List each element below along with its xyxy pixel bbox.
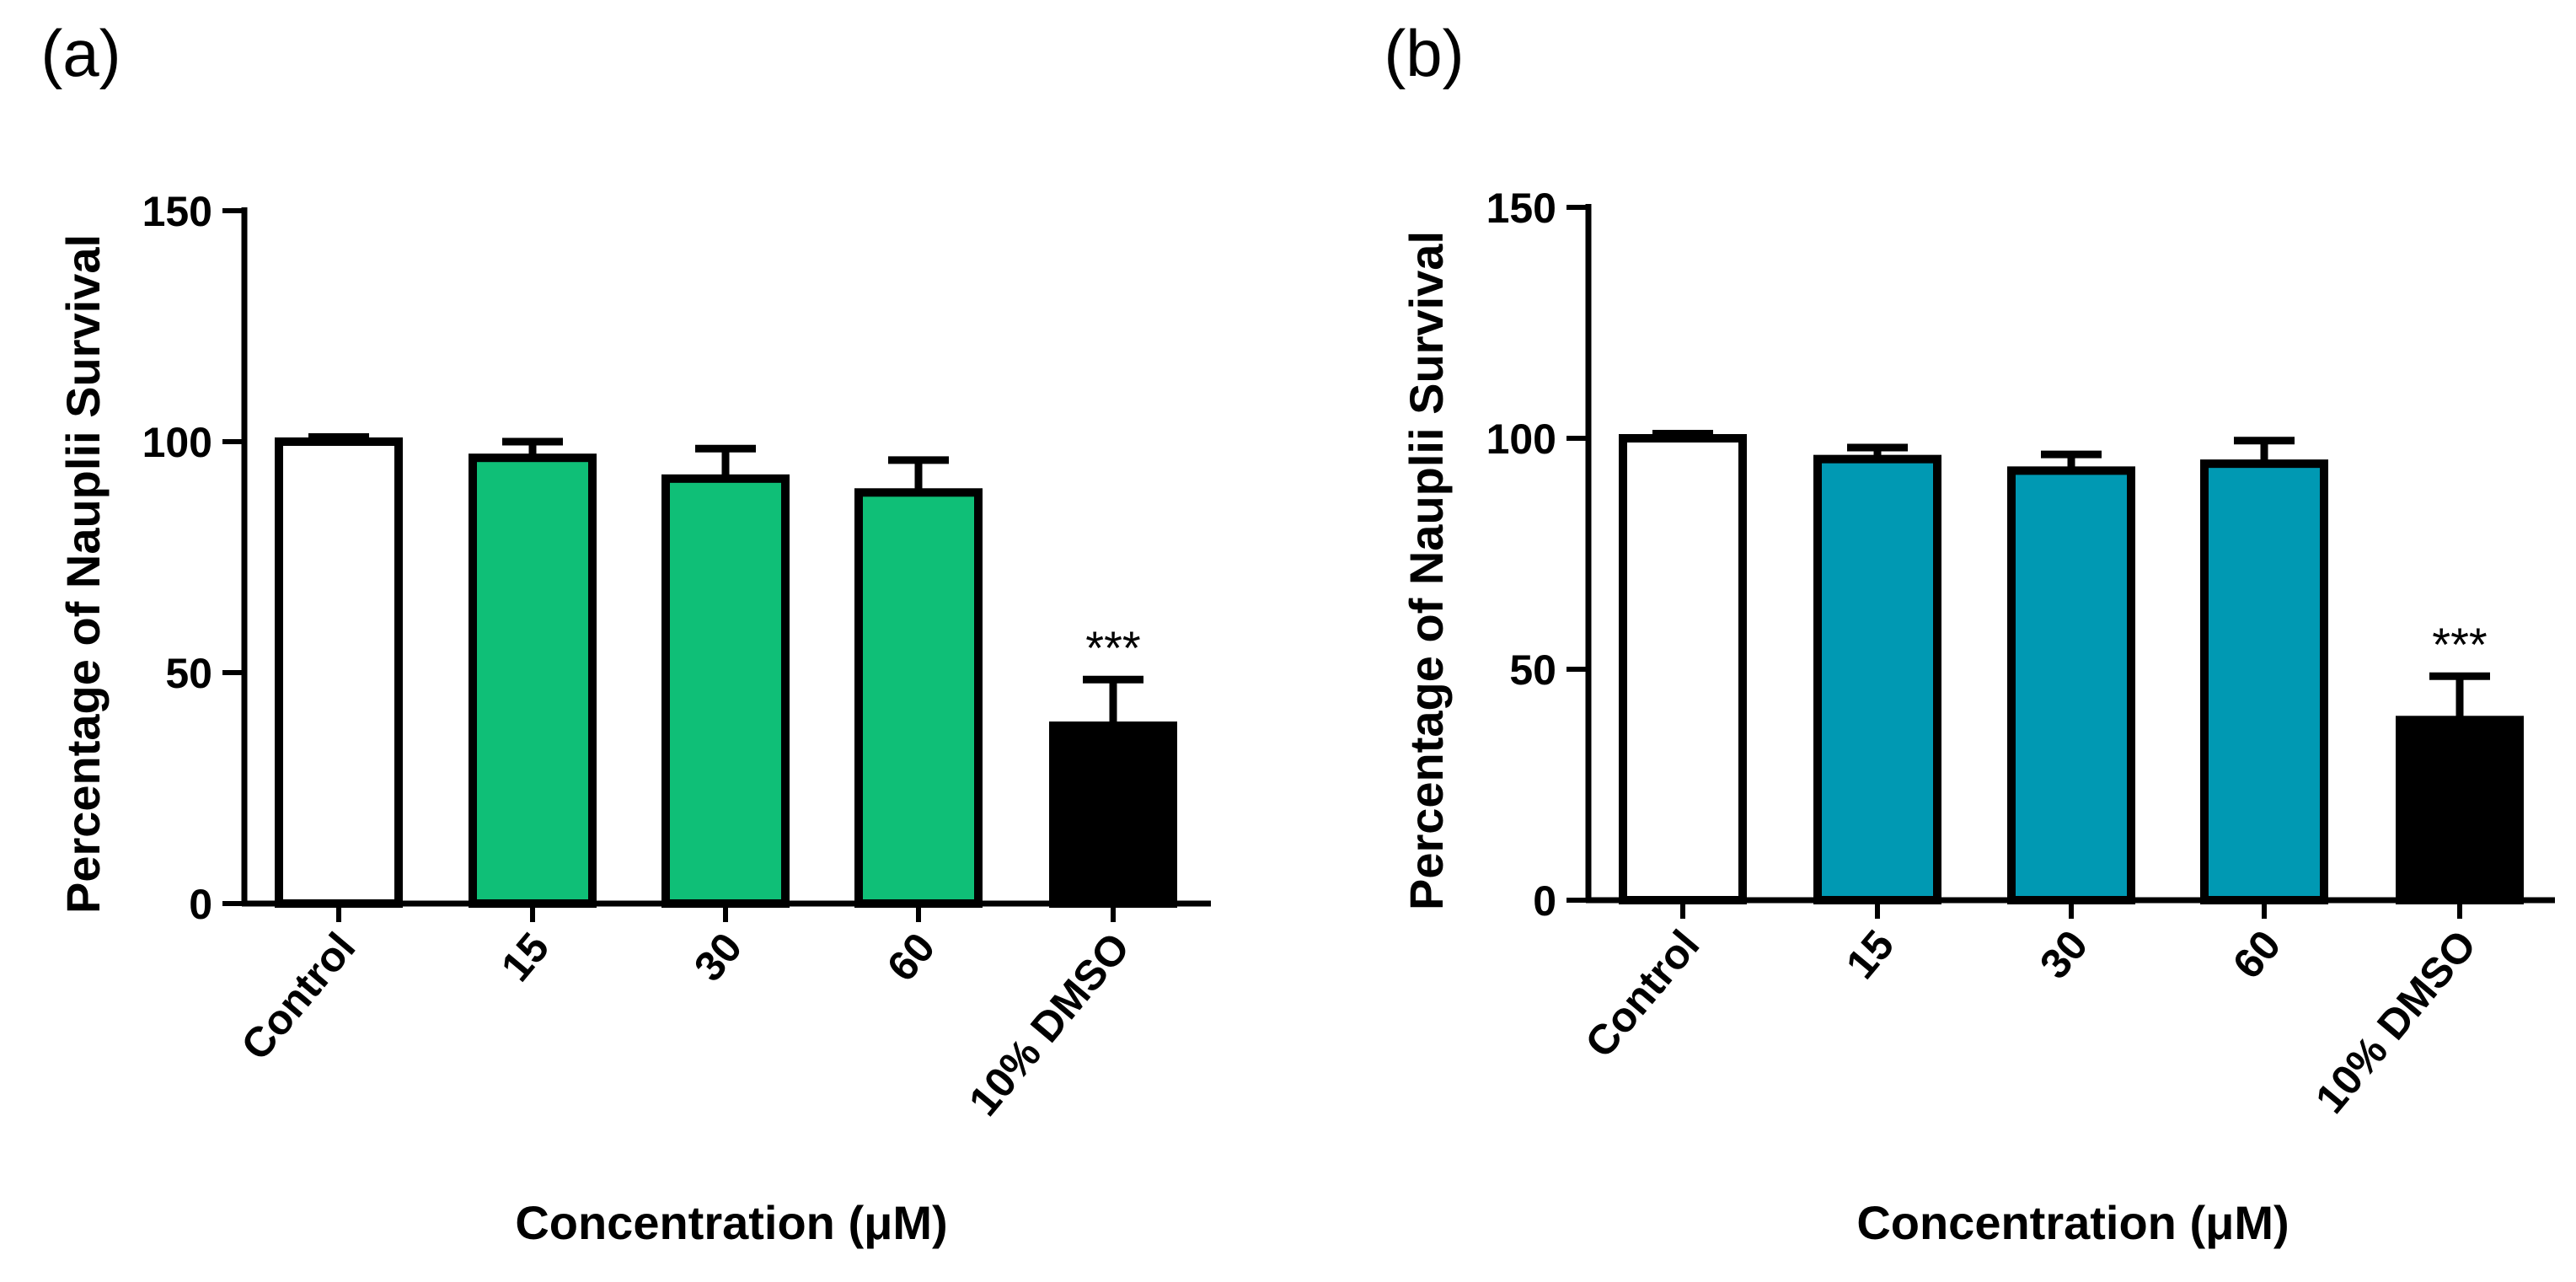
- bar-15: [1813, 454, 1941, 904]
- bar-60: [2200, 459, 2328, 904]
- x-tick-label: 60: [2224, 921, 2290, 988]
- bar-30: [661, 474, 790, 909]
- chart-panel-b: (b) Control 15 30 60 *** 10% DMSO 0 50 100 150 Conc…: [1384, 16, 2555, 1249]
- y-tick-label: 50: [165, 650, 212, 697]
- chart-panel-a: (a) Control 15 30 60 *** 10% DMSO 0 50 100 150 Conc…: [40, 16, 1211, 1249]
- x-tick-label: 30: [2031, 921, 2097, 988]
- bar-control: [1619, 434, 1747, 904]
- bar-10-dmso: [1049, 721, 1177, 909]
- y-tick-label: 100: [142, 419, 212, 466]
- y-tick-label: 150: [142, 188, 212, 235]
- x-tick-label: Control: [232, 924, 364, 1069]
- bar-30: [2007, 466, 2135, 904]
- x-tick-label: 15: [492, 924, 559, 990]
- bar-control: [275, 437, 403, 908]
- y-tick-label: 50: [1509, 646, 1556, 694]
- y-tick-label: 100: [1486, 416, 1556, 463]
- x-tick-label: 30: [685, 924, 752, 990]
- x-tick-label: 15: [1837, 921, 1904, 988]
- y-tick-label: 0: [1533, 877, 1556, 925]
- x-tick-label: 60: [878, 924, 945, 990]
- significance-label: ***: [1085, 621, 1140, 674]
- y-tick-label: 0: [189, 881, 212, 928]
- bar-15: [469, 453, 597, 908]
- panel-label: (a): [40, 16, 120, 90]
- panel-label: (b): [1384, 16, 1464, 90]
- y-tick-label: 150: [1486, 185, 1556, 232]
- x-axis-title: Concentration (μM): [1856, 1196, 2289, 1249]
- x-axis-title: Concentration (μM): [515, 1196, 947, 1249]
- bar-60: [854, 488, 983, 909]
- y-axis-title: Percentage of Nauplii Survival: [1400, 231, 1453, 910]
- significance-label: ***: [2432, 618, 2487, 671]
- x-tick-label: 10% DMSO: [2306, 921, 2486, 1122]
- y-axis-title: Percentage of Nauplii Survival: [56, 234, 110, 914]
- x-tick-label: 10% DMSO: [960, 924, 1139, 1124]
- bar-10-dmso: [2396, 716, 2524, 905]
- x-tick-label: Control: [1576, 921, 1708, 1066]
